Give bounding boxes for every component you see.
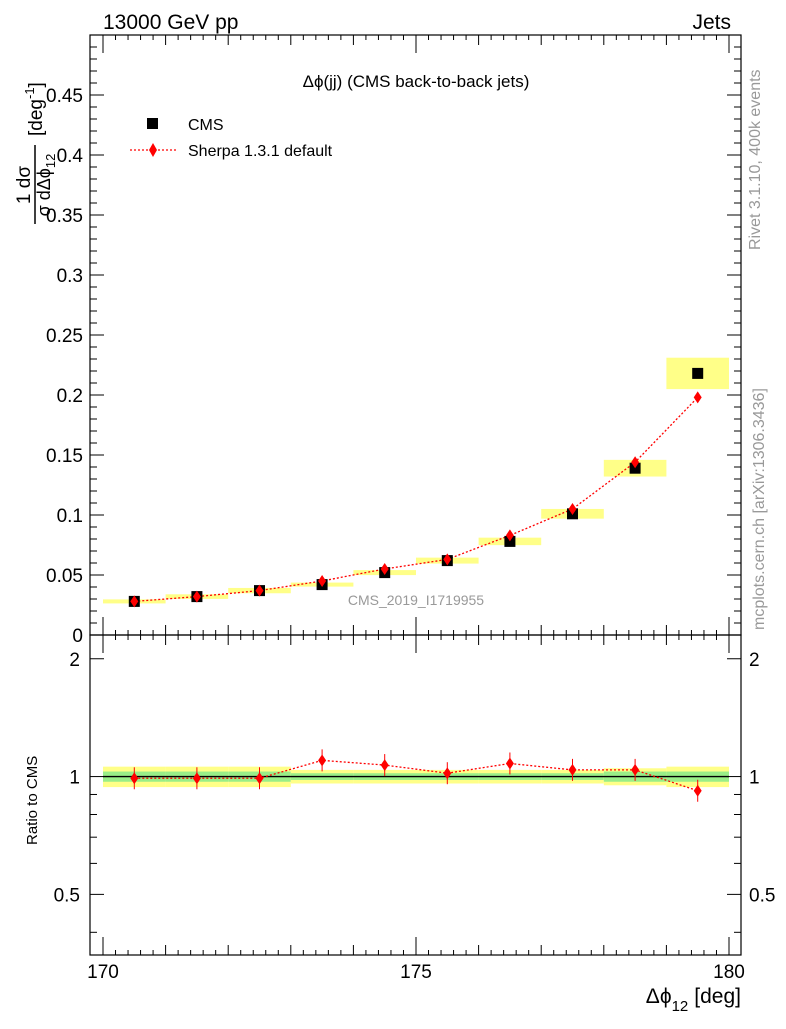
- ratio-sherpa-point: [380, 759, 389, 772]
- ylabel-unit: [deg-1]: [22, 82, 47, 136]
- header-left: 13000 GeV pp: [103, 11, 238, 34]
- legend-cms-marker: [147, 118, 158, 129]
- legend: CMS Sherpa 1.3.1 default: [130, 117, 333, 160]
- ratio-sherpa-point: [192, 772, 201, 785]
- ratio-frame: [89, 634, 742, 956]
- main-x-ticks: [102, 35, 730, 635]
- ratio-y-tick-label-right: 0.5: [749, 885, 775, 906]
- sherpa-point: [130, 595, 139, 608]
- sherpa-point: [443, 553, 452, 566]
- sherpa-point: [505, 529, 514, 542]
- sherpa-point: [693, 391, 702, 404]
- main-y-label: 1 dσ σ dΔϕ12 [deg-1]: [14, 82, 58, 224]
- main-y-tick-label: 0.4: [57, 146, 84, 167]
- sherpa-point: [631, 456, 640, 469]
- x-axis-label-sub: 12: [672, 998, 689, 1015]
- x-tick-label: 175: [400, 962, 432, 983]
- sherpa-point: [318, 575, 327, 587]
- ratio-sherpa-point: [443, 767, 452, 780]
- ratio-x-axis: 170 175 180: [87, 635, 745, 983]
- plot-title: Δϕ(jj) (CMS back-to-back jets): [303, 72, 530, 91]
- x-axis-label-unit: [deg]: [694, 985, 741, 1008]
- legend-sherpa-label: Sherpa 1.3.1 default: [188, 143, 333, 160]
- ratio-panel: 0.5 0.51 12 2 170 175 180 Ratio to CMS Δϕ12 [d…: [24, 634, 775, 1015]
- main-y-tick-label: 0.25: [46, 326, 83, 347]
- ratio-sherpa-line: [134, 759, 698, 792]
- main-y-tick-label: 0.3: [57, 266, 83, 287]
- x-tick-label: 180: [713, 962, 745, 983]
- watermark: CMS_2019_I1719955: [348, 592, 484, 608]
- mcplots-label: mcplots.cern.ch [arXiv:1306.3436]: [751, 388, 768, 630]
- ratio-y-tick-label: 1: [69, 768, 80, 789]
- sherpa-point: [380, 563, 389, 575]
- ratio-sherpa-point: [130, 772, 139, 785]
- ylabel-numerator: 1 dσ: [14, 166, 35, 204]
- ratio-sherpa-points: [130, 749, 702, 802]
- ratio-y-label: Ratio to CMS: [24, 756, 41, 845]
- sherpa-point: [568, 503, 577, 515]
- ratio-y-tick-label-right: 1: [749, 768, 760, 789]
- main-y-tick-label: 0.1: [57, 506, 83, 527]
- main-y-tick-label: 0: [72, 626, 83, 647]
- cms-point: [692, 367, 704, 379]
- x-tick-label: 170: [87, 962, 119, 983]
- ylabel-unit-sup: -1: [22, 87, 37, 99]
- legend-sherpa-marker: [149, 143, 157, 157]
- header-right: Jets: [692, 11, 731, 34]
- ratio-sherpa-point: [255, 772, 264, 785]
- ylabel-denominator-text: σ dΔϕ: [34, 168, 54, 216]
- sherpa-points: [130, 391, 702, 608]
- main-y-tick-label: 0.05: [46, 566, 83, 587]
- ratio-sherpa-point: [631, 763, 640, 776]
- main-panel: 0 0.05 0.1 0.15 0.2 0.25 0.3 0.35 0.4 0.45 Δϕ(jj)…: [14, 34, 742, 647]
- ratio-y-tick-label-right: 2: [749, 650, 760, 671]
- legend-cms-label: CMS: [188, 117, 224, 134]
- sherpa-point: [192, 590, 201, 603]
- x-axis-label-text: Δϕ: [646, 985, 672, 1008]
- x-axis-label: Δϕ12 [deg]: [646, 985, 741, 1015]
- rivet-label: Rivet 3.1.10, 400k events: [747, 69, 764, 250]
- ylabel-denominator: σ dΔϕ12: [34, 154, 58, 217]
- cms-point: [504, 535, 516, 547]
- ratio-sherpa-point: [693, 784, 702, 797]
- main-y-tick-label: 0.35: [46, 206, 83, 227]
- ylabel-unit-close: ]: [26, 82, 47, 87]
- main-y-tick-label: 0.15: [46, 446, 83, 467]
- ratio-y-tick-label: 0.5: [54, 885, 80, 906]
- ratio-sherpa-point: [505, 757, 514, 770]
- sherpa-line: [134, 396, 699, 603]
- ratio-y-tick-label: 2: [69, 650, 80, 671]
- ratio-sherpa-point: [318, 754, 327, 767]
- main-y-tick-label: 0.2: [57, 386, 83, 407]
- ylabel-denominator-sub: 12: [43, 154, 58, 168]
- ratio-sherpa-point: [568, 763, 577, 776]
- sherpa-point: [255, 584, 264, 597]
- ylabel-unit-text: [deg: [26, 99, 47, 136]
- main-y-tick-label: 0.45: [46, 86, 83, 107]
- main-y-axis: 0 0.05 0.1 0.15 0.2 0.25 0.3 0.35 0.4 0.45: [46, 34, 741, 647]
- ratio-y-axis: 0.5 0.5 1 1 2 2: [54, 650, 775, 933]
- main-bands: [103, 357, 729, 604]
